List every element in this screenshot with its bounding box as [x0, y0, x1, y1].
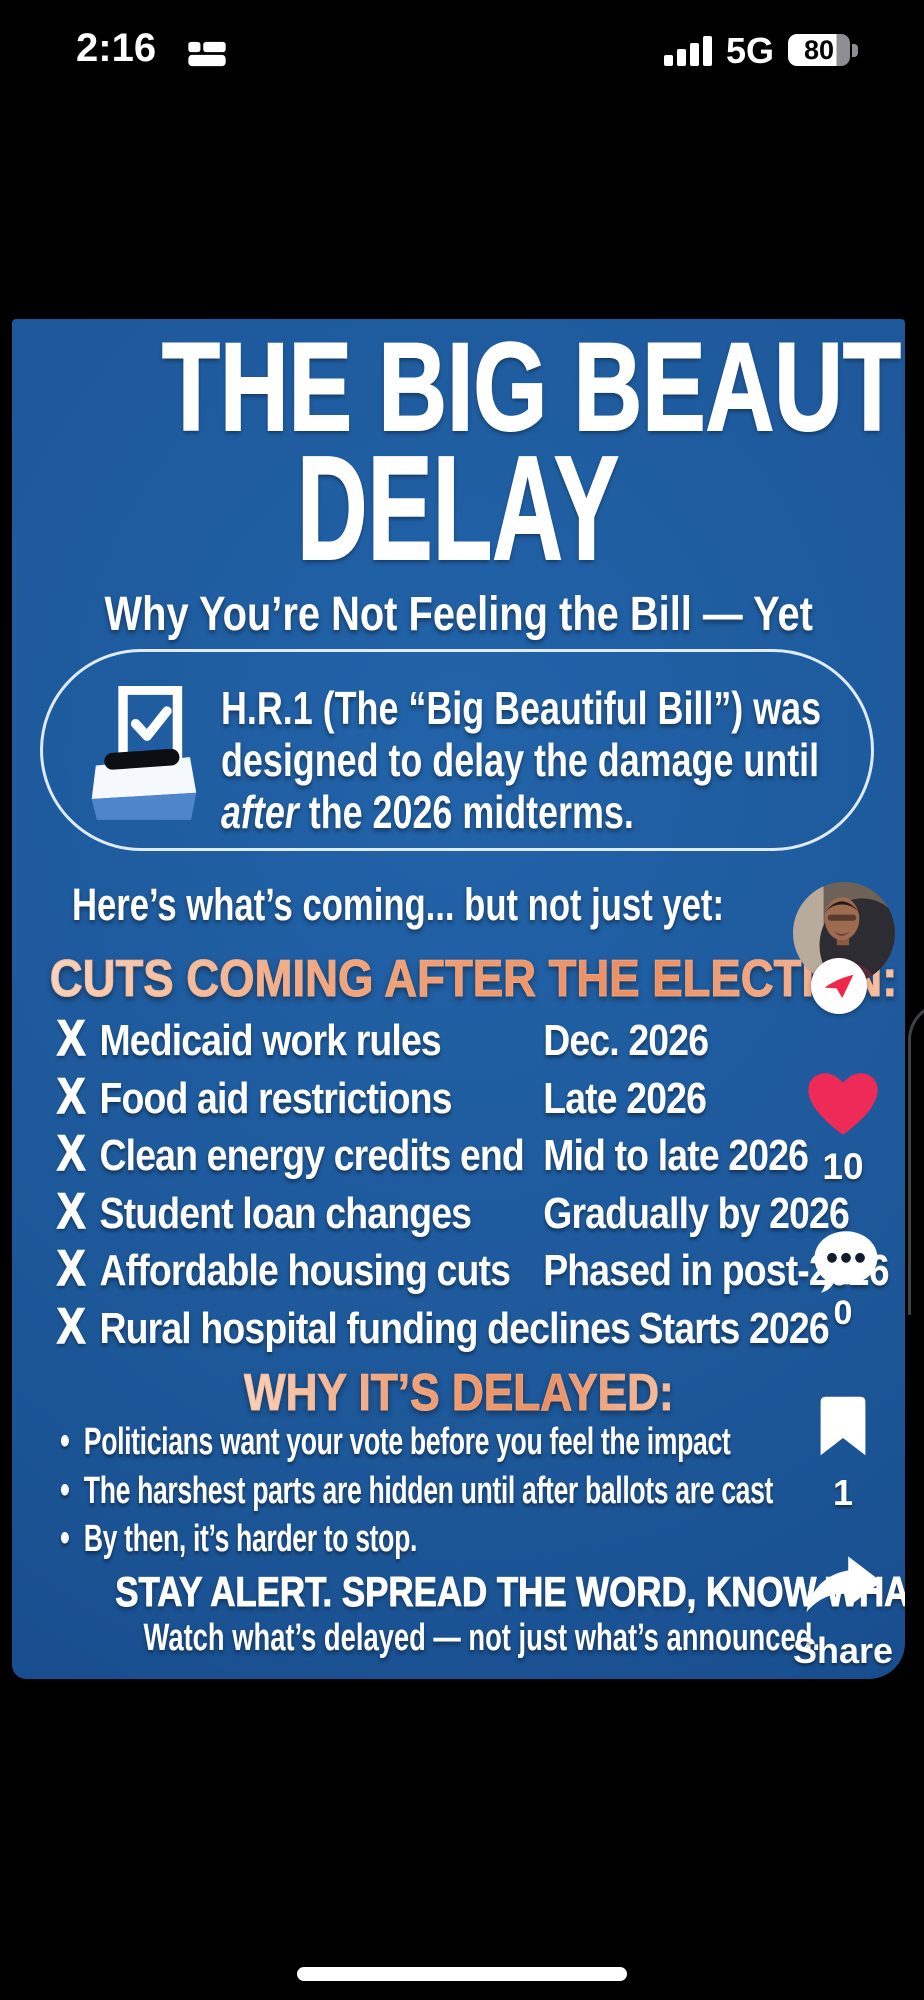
- battery-icon: 80: [788, 34, 850, 66]
- x-mark-icon: X: [56, 1009, 86, 1067]
- home-indicator[interactable]: [297, 1967, 627, 1981]
- clock: 2:16: [76, 26, 157, 70]
- title-line-1: THE BIG BEAUTIFUL: [161, 319, 905, 457]
- battery-nub: [852, 44, 858, 57]
- why-delayed-list: • Politicians want your vote before you …: [60, 1419, 773, 1565]
- red-arrow-icon: [824, 974, 854, 998]
- ballot-box-icon: [91, 686, 197, 820]
- cuts-row: X Student loan changes Gradually by 2026: [56, 1182, 849, 1240]
- share-label[interactable]: Share: [792, 1630, 894, 1671]
- bookmark-icon[interactable]: [817, 1395, 869, 1457]
- cuts-row: X Medicaid work rules Dec. 2026: [56, 1009, 709, 1067]
- bullet-item: • The harshest parts are hidden until af…: [60, 1467, 774, 1512]
- signal-strength-icon: [664, 36, 716, 66]
- like-count: 10: [822, 1146, 864, 1187]
- cuts-list: X Medicaid work rules Dec. 2026 X Food a…: [56, 1009, 905, 1355]
- bullet-dot: •: [60, 1419, 70, 1463]
- network-type-label: 5G: [726, 30, 775, 71]
- footer-line-2: Watch what’s delayed — not just what’s a…: [143, 1617, 821, 1659]
- x-mark-icon: X: [56, 1067, 86, 1125]
- x-mark-icon: X: [56, 1124, 86, 1182]
- background-frame-edge: [908, 1002, 924, 1315]
- infographic-card: THE BIG BEAUTIFUL DELAY Why You’re Not F…: [12, 319, 905, 1679]
- bookmark-count: 1: [832, 1472, 854, 1513]
- footer-line-1: STAY ALERT. SPREAD THE WORD, KNOW WHAT’S…: [115, 1568, 905, 1616]
- battery-percent: 80: [803, 34, 835, 65]
- callout-text: H.R.1 (The “Big Beautiful Bill”) was des…: [221, 682, 822, 838]
- comment-icon[interactable]: [811, 1228, 881, 1296]
- share-icon[interactable]: [803, 1552, 883, 1620]
- why-delayed-heading: WHY IT’S DELAYED:: [243, 1364, 674, 1423]
- x-mark-icon: X: [56, 1239, 86, 1297]
- bullet-item: • By then, it’s harder to stop.: [60, 1516, 418, 1560]
- cuts-row: X Food aid restrictions Late 2026: [56, 1067, 707, 1125]
- bullet-dot: •: [60, 1516, 70, 1560]
- intro-line: Here’s what’s coming... but not just yet…: [72, 879, 725, 930]
- like-heart-icon[interactable]: [803, 1065, 883, 1139]
- cuts-row: X Affordable housing cuts Phased in post…: [56, 1239, 889, 1297]
- title-line-2: DELAY: [297, 426, 620, 591]
- x-mark-icon: X: [56, 1182, 86, 1240]
- bullet-item: • Politicians want your vote before you …: [60, 1419, 731, 1463]
- cuts-heading: CUTS COMING AFTER THE ELECTION:: [49, 950, 898, 1009]
- cuts-row: X Clean energy credits end Mid to late 2…: [56, 1124, 809, 1182]
- status-bar: 2:16 5G 80: [0, 0, 924, 80]
- sleep-mode-bed-icon: [188, 41, 226, 67]
- callout-box: H.R.1 (The “Big Beautiful Bill”) was des…: [40, 649, 874, 851]
- follow-arrow-badge[interactable]: [811, 958, 867, 1014]
- comment-count: 0: [833, 1294, 853, 1332]
- subtitle: Why You’re Not Feeling the Bill — Yet: [104, 588, 813, 641]
- cuts-row: X Rural hospital funding declines Starts…: [56, 1297, 829, 1355]
- x-mark-icon: X: [56, 1297, 86, 1355]
- bullet-dot: •: [60, 1467, 70, 1512]
